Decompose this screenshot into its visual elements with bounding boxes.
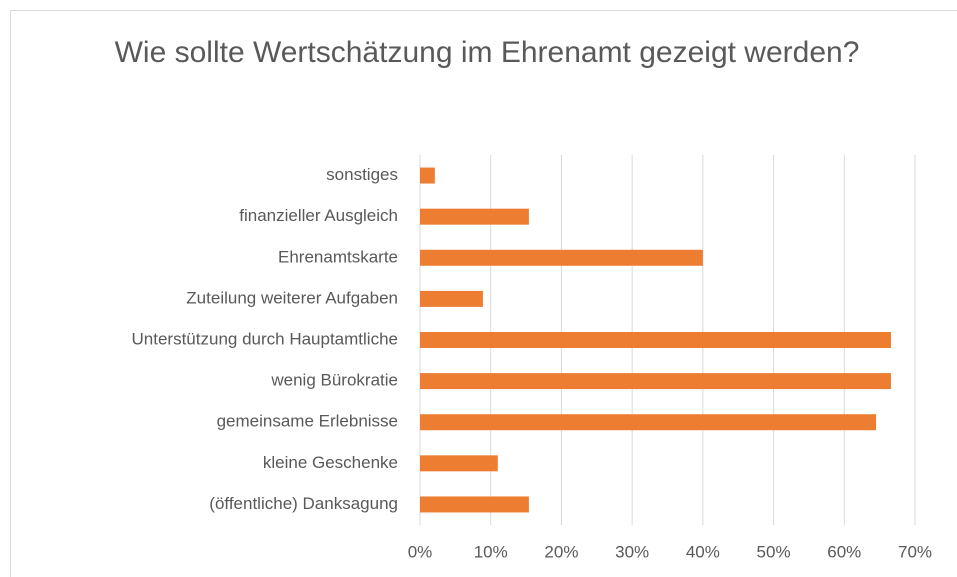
x-tick-label: 20% bbox=[544, 542, 578, 561]
bar bbox=[420, 373, 891, 390]
x-tick-label: 30% bbox=[615, 542, 649, 561]
y-tick-label: Unterstützung durch Hauptamtliche bbox=[132, 329, 398, 348]
x-tick-label: 70% bbox=[898, 542, 932, 561]
bar bbox=[420, 290, 483, 307]
y-tick-label: sonstiges bbox=[326, 165, 398, 184]
y-tick-label: gemeinsame Erlebnisse bbox=[217, 412, 398, 431]
y-tick-label: Ehrenamtskarte bbox=[278, 247, 398, 266]
y-tick-label: wenig Bürokratie bbox=[270, 371, 398, 390]
x-tick-label: 60% bbox=[827, 542, 861, 561]
chart-frame bbox=[10, 10, 957, 577]
bar bbox=[420, 249, 703, 266]
bar bbox=[420, 167, 435, 184]
bar bbox=[420, 208, 529, 225]
x-tick-label: 0% bbox=[408, 542, 433, 561]
y-tick-label: kleine Geschenke bbox=[263, 453, 398, 472]
x-tick-label: 50% bbox=[757, 542, 791, 561]
bar bbox=[420, 414, 877, 431]
y-tick-label: (öffentliche) Danksagung bbox=[209, 494, 398, 513]
chart-title: Wie sollte Wertschätzung im Ehrenamt gez… bbox=[114, 36, 860, 69]
y-tick-label: finanzieller Ausgleich bbox=[239, 206, 398, 225]
bar bbox=[420, 332, 891, 348]
x-tick-label: 40% bbox=[686, 542, 720, 561]
y-tick-label: Zuteilung weiterer Aufgaben bbox=[186, 288, 398, 307]
bar bbox=[420, 455, 498, 472]
bar bbox=[420, 496, 529, 513]
x-tick-label: 10% bbox=[474, 542, 508, 561]
